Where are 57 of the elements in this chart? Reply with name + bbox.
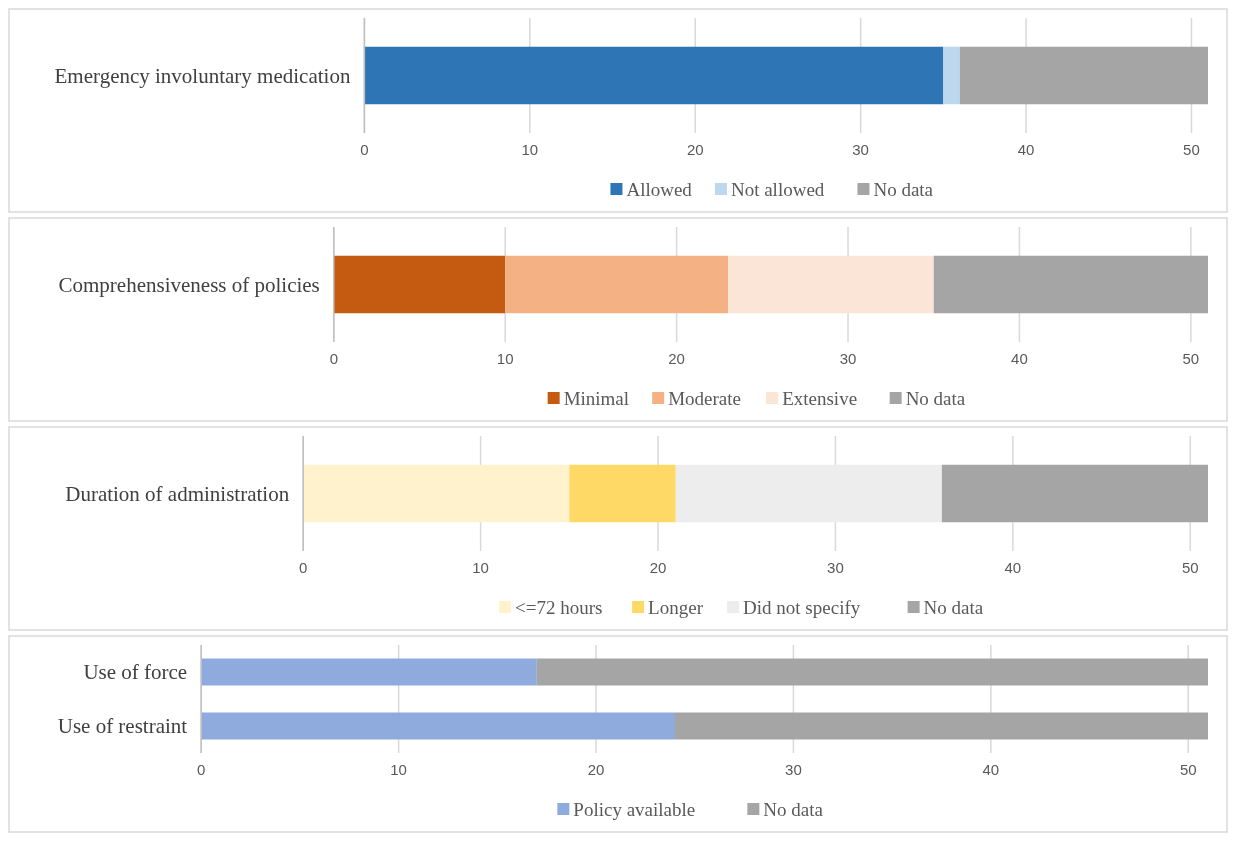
legend-label: No data [923,596,984,618]
x-tick-label: 50 [1179,761,1197,778]
legend-label: Policy available [573,798,696,820]
x-tick-label: 40 [1011,350,1028,367]
y-tick-label: Use of restraint [57,714,188,739]
bar [674,712,1208,740]
y-tick-label: Duration of administration [65,481,290,506]
y-tick-label: Comprehensiveness of policies [58,272,320,297]
bar [303,464,570,523]
bar [941,464,1208,523]
x-tick-label: 40 [982,761,1000,778]
bar [943,46,960,105]
x-tick-label: 10 [390,761,407,778]
bar [569,464,676,523]
legend-label: <=72 hours [515,596,603,618]
x-tick-label: 10 [472,559,489,576]
legend-label: Did not specify [743,596,861,618]
x-tick-label: 50 [1181,559,1199,576]
bar [364,46,944,105]
x-tick-label: 50 [1182,350,1200,367]
bar [959,46,1208,105]
x-tick-label: 0 [197,761,206,778]
x-tick-label: 40 [1017,141,1035,158]
bar [201,712,675,740]
legend-label: No data [763,798,824,820]
x-tick-label: 0 [329,350,338,367]
y-tick-label: Emergency involuntary medication [54,63,351,88]
x-tick-label: 30 [839,350,857,367]
x-tick-label: 10 [521,141,539,158]
x-tick-label: 0 [299,559,308,576]
x-tick-label: 20 [649,559,667,576]
x-tick-label: 10 [496,350,514,367]
legend-label: No data [905,387,966,409]
bar [728,255,934,314]
x-tick-label: 20 [668,350,685,367]
x-tick-label: 20 [686,141,704,158]
legend-label: Minimal [563,387,630,409]
legend-label: Not allowed [730,178,825,200]
x-tick-label: 20 [587,761,605,778]
bar [201,658,537,686]
bar [505,255,729,314]
x-tick-label: 30 [785,761,802,778]
x-tick-label: 40 [1004,559,1022,576]
legend-label: Allowed [626,178,693,200]
legend-label: No data [873,178,934,200]
legend-label: Longer [648,596,704,618]
x-tick-label: 30 [852,141,869,158]
bar [333,255,506,314]
bar [536,658,1208,686]
legend-label: Moderate [668,387,741,409]
bar [675,464,942,523]
bar [933,255,1208,314]
x-tick-label: 30 [827,559,844,576]
x-tick-label: 50 [1183,141,1200,158]
y-tick-label: Use of force [83,660,188,685]
x-tick-label: 0 [360,141,369,158]
legend-label: Extensive [782,387,858,409]
